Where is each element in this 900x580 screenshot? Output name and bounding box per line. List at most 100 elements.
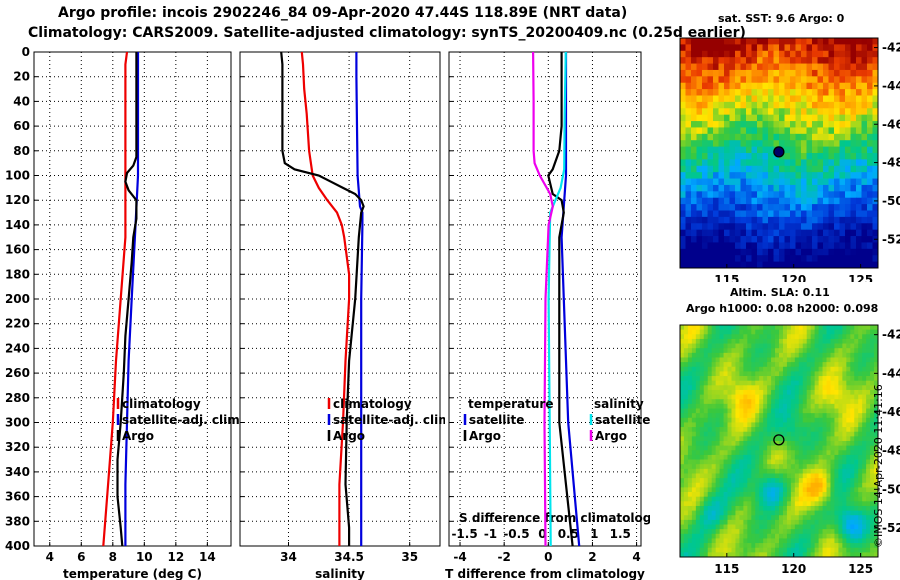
map-cell: [715, 417, 720, 423]
map-cell: [790, 385, 796, 391]
map-cell: [818, 343, 823, 349]
map-cell: [735, 197, 741, 205]
map-cell: [755, 366, 760, 372]
map-cell: [790, 191, 796, 199]
map-cell: [822, 431, 827, 437]
map-cell: [696, 216, 703, 224]
map-cell: [782, 343, 788, 349]
map-cell: [771, 348, 776, 354]
map-cell: [719, 510, 724, 516]
map-cell: [759, 538, 764, 544]
map-cell: [755, 552, 760, 558]
map-cell: [828, 50, 835, 58]
map-cell: [719, 519, 724, 525]
map-cell: [812, 133, 818, 141]
map-x-tick-label: 125: [848, 562, 873, 576]
map-cell: [823, 121, 829, 128]
map-cell: [872, 223, 879, 231]
map-cell: [856, 50, 862, 58]
map-cell: [680, 487, 685, 493]
map-cell: [786, 450, 792, 456]
map-cell: [858, 496, 863, 502]
map-cell: [768, 216, 774, 224]
map-cell: [729, 261, 736, 269]
map-cell: [767, 338, 772, 344]
map-cell: [757, 255, 763, 263]
map-cell: [812, 121, 818, 128]
map-cell: [743, 492, 748, 498]
map-cell: [691, 121, 697, 128]
map-cell: [767, 380, 772, 386]
map-cell: [784, 184, 791, 192]
map-cell: [707, 204, 714, 211]
map-cell: [801, 95, 807, 103]
map-cell: [874, 385, 879, 391]
map-cell: [735, 510, 740, 516]
map-cell: [723, 524, 728, 530]
map-cell: [739, 389, 744, 395]
map-cell: [729, 248, 736, 256]
map-cell: [751, 515, 756, 521]
map-cell: [707, 389, 713, 395]
map-cell: [842, 533, 847, 539]
map-cell: [826, 459, 831, 465]
map-cell: [731, 380, 736, 386]
map-cell: [870, 454, 875, 460]
map-cell: [856, 133, 862, 141]
map-cell: [762, 153, 769, 160]
map-cell: [751, 482, 756, 488]
map-cell: [790, 380, 796, 386]
map-cell: [773, 210, 780, 218]
map-cell: [854, 408, 859, 414]
map-cell: [801, 69, 807, 77]
map-cell: [735, 140, 741, 148]
map-cell: [828, 255, 835, 263]
map-cell: [850, 127, 857, 135]
map-cell: [861, 178, 868, 186]
map-cell: [814, 473, 819, 479]
map-cell: [870, 445, 875, 451]
map-cell: [747, 529, 752, 535]
map-cell: [719, 450, 724, 456]
map-cell: [850, 441, 855, 447]
map-cell: [703, 543, 709, 549]
map-cell: [696, 236, 703, 243]
map-cell: [775, 487, 780, 493]
map-cell: [711, 496, 717, 502]
map-cell: [846, 352, 851, 358]
map-cell: [782, 478, 788, 484]
map-cell: [867, 236, 873, 243]
map-cell: [680, 394, 685, 400]
map-cell: [806, 450, 812, 456]
map-cell: [846, 371, 851, 377]
map-cell: [707, 362, 713, 368]
map-cell: [775, 357, 780, 363]
map-cell: [691, 69, 697, 77]
map-cell: [870, 417, 875, 423]
map-cell: [711, 357, 717, 363]
map-cell: [846, 519, 851, 525]
map-cell: [759, 464, 764, 470]
map-cell: [782, 473, 788, 479]
x-tick-label: 14: [199, 550, 216, 564]
map-cell: [830, 519, 835, 525]
map-cell: [842, 547, 847, 553]
map-cell: [839, 95, 846, 103]
map-cell: [707, 338, 713, 344]
map-cell: [862, 436, 867, 442]
map-cell: [870, 362, 875, 368]
map-cell: [838, 464, 843, 470]
map-cell: [850, 394, 855, 400]
map-cell: [739, 362, 744, 368]
y-tick-label: 340: [5, 465, 30, 479]
map-y-tick-label: -50: [882, 194, 900, 208]
map-cell: [723, 371, 728, 377]
map-cell: [680, 57, 686, 64]
y-tick-label: 200: [5, 292, 30, 306]
map-cell: [747, 385, 752, 391]
map-cell: [798, 519, 804, 525]
map-cell: [866, 454, 871, 460]
map-cell: [856, 204, 862, 211]
map-cell: [775, 408, 780, 414]
map-cell: [823, 95, 829, 103]
